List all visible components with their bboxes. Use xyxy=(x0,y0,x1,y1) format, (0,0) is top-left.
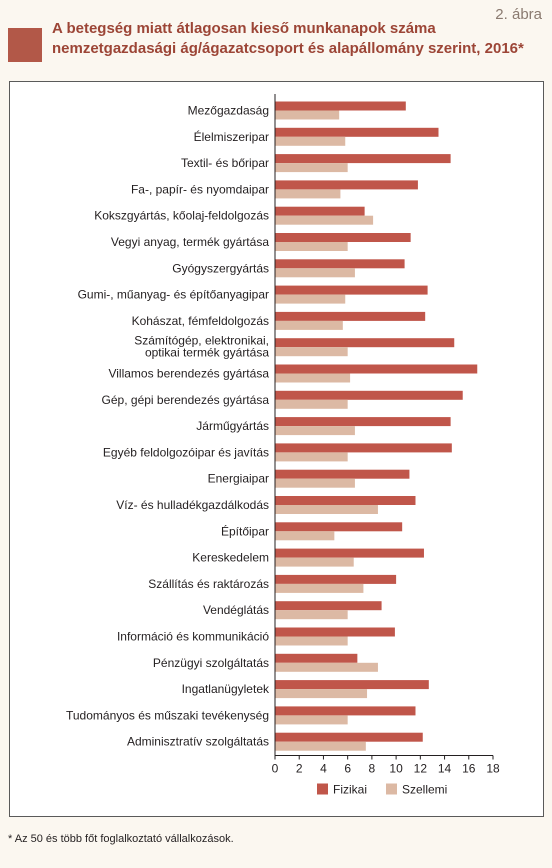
bar-fizikai xyxy=(275,574,397,584)
bar-fizikai xyxy=(275,653,358,663)
bar-szellemi xyxy=(275,452,348,462)
category-label: Kokszgyártás, kőolaj-feldolgozás xyxy=(94,209,269,223)
bar-szellemi xyxy=(275,189,341,199)
bar-szellemi xyxy=(275,636,348,646)
category-label: Fa-, papír- és nyomdaipar xyxy=(131,182,269,196)
bar-szellemi xyxy=(275,741,366,751)
bar-szellemi xyxy=(275,689,368,699)
x-tick-label: 14 xyxy=(438,762,452,776)
x-tick-label: 2 xyxy=(296,762,303,776)
bar-chart: Mezőgazdaság Élelmiszeripar Textil- és bőr… xyxy=(66,94,500,797)
bar-fizikai xyxy=(275,259,405,269)
category-label: Mezőgazdaság xyxy=(188,104,269,118)
legend-swatch-fizikai xyxy=(317,783,328,795)
category-label: Kohászat, fémfeldolgozás xyxy=(132,314,269,328)
bar-fizikai xyxy=(275,601,382,611)
bar-fizikai xyxy=(275,496,416,505)
bar-fizikai xyxy=(275,522,403,532)
bar-fizikai xyxy=(275,101,406,111)
category-label: Számítógép, elektronikai, optikai termék … xyxy=(134,334,269,360)
bar-szellemi xyxy=(275,610,348,620)
bar-szellemi xyxy=(275,268,355,278)
category-label: Villamos berendezés gyártása xyxy=(108,367,269,381)
bar-fizikai xyxy=(275,417,451,427)
bar-fizikai xyxy=(275,443,452,453)
bar-szellemi xyxy=(275,215,374,225)
category-label: Pénzügyi szolgáltatás xyxy=(153,656,269,670)
bar-fizikai xyxy=(275,680,429,690)
figure-label: 2. ábra xyxy=(495,6,542,23)
title-marker xyxy=(8,28,42,62)
bar-szellemi xyxy=(275,347,348,357)
bar-fizikai xyxy=(275,390,463,400)
category-label: Kereskedelem xyxy=(192,551,269,565)
bar-fizikai xyxy=(275,627,395,637)
chart-title: A betegség miatt átlagosan kieső munkana… xyxy=(52,19,532,59)
bar-szellemi xyxy=(275,294,346,304)
category-label: Egyéb feldolgozóipar és javítás xyxy=(103,445,269,459)
bar-fizikai xyxy=(275,548,424,558)
bar-szellemi xyxy=(275,163,348,173)
chart-title-line-1: A betegség miatt átlagosan kieső munkana… xyxy=(52,20,436,37)
category-label: Energiaipar xyxy=(208,472,269,486)
bar-fizikai xyxy=(275,311,426,321)
bar-fizikai xyxy=(275,233,411,242)
bar-fizikai xyxy=(275,338,455,348)
bar-szellemi xyxy=(275,715,348,725)
bar-fizikai xyxy=(275,285,428,295)
chart-title-line-2: nemzetgazdasági ág/ágazatcsoport és alap… xyxy=(52,40,524,57)
category-label: Textil- és bőripar xyxy=(181,156,269,170)
bar-szellemi xyxy=(275,505,378,514)
category-label: Gép, gépi berendezés gyártása xyxy=(102,393,270,407)
category-label: Tudományos és műszaki tevékenység xyxy=(66,708,269,722)
x-tick-label: 6 xyxy=(344,762,351,776)
bar-fizikai xyxy=(275,154,451,164)
x-tick-label: 18 xyxy=(486,762,500,776)
category-label: Vendéglátás xyxy=(203,603,269,617)
x-tick-label: 0 xyxy=(272,762,279,776)
category-label: Ingatlanügyletek xyxy=(182,682,270,696)
bar-szellemi xyxy=(275,426,355,436)
bar-szellemi xyxy=(275,662,378,672)
bar-szellemi xyxy=(275,583,364,593)
bar-szellemi xyxy=(275,399,348,409)
category-label: Adminisztratív szolgáltatás xyxy=(127,735,269,749)
category-label: Információ és kommunikáció xyxy=(117,630,269,644)
category-label: Vegyi anyag, termék gyártása xyxy=(111,235,269,249)
bar-szellemi xyxy=(275,110,340,120)
category-label: Víz- és hulladékgazdálkodás xyxy=(116,498,269,512)
bar-szellemi xyxy=(275,373,351,383)
footnote: * Az 50 és több főt foglalkoztató vállal… xyxy=(8,833,234,845)
bar-fizikai xyxy=(275,127,439,137)
x-tick-label: 4 xyxy=(320,762,327,776)
bar-szellemi xyxy=(275,557,354,567)
category-label: Gyógyszergyártás xyxy=(172,261,269,275)
bar-fizikai xyxy=(275,469,410,479)
bar-szellemi xyxy=(275,242,348,251)
x-tick-label: 10 xyxy=(389,762,403,776)
bar-fizikai xyxy=(275,706,416,716)
category-label: Élelmiszeripar xyxy=(194,129,269,144)
legend-label-fizikai: Fizikai xyxy=(333,783,367,797)
bar-fizikai xyxy=(275,732,423,742)
bar-szellemi xyxy=(275,531,335,541)
category-label: Építőipar xyxy=(221,523,269,538)
bar-fizikai xyxy=(275,206,365,216)
bar-fizikai xyxy=(275,180,418,190)
category-label: Szállítás és raktározás xyxy=(148,577,269,591)
category-label: Gumi-, műanyag- és építőanyagipar xyxy=(78,288,269,302)
category-label: Járműgyártás xyxy=(196,419,269,433)
legend-swatch-szellemi xyxy=(386,783,397,795)
bar-fizikai xyxy=(275,364,478,374)
bar-szellemi xyxy=(275,136,346,146)
legend-label-szellemi: Szellemi xyxy=(402,783,447,797)
x-tick-label: 12 xyxy=(414,762,428,776)
bar-szellemi xyxy=(275,478,355,488)
bar-szellemi xyxy=(275,320,343,330)
chart-frame: Mezőgazdaság Élelmiszeripar Textil- és bőr… xyxy=(9,81,544,817)
x-tick-label: 16 xyxy=(462,762,476,776)
x-tick-label: 8 xyxy=(369,762,376,776)
